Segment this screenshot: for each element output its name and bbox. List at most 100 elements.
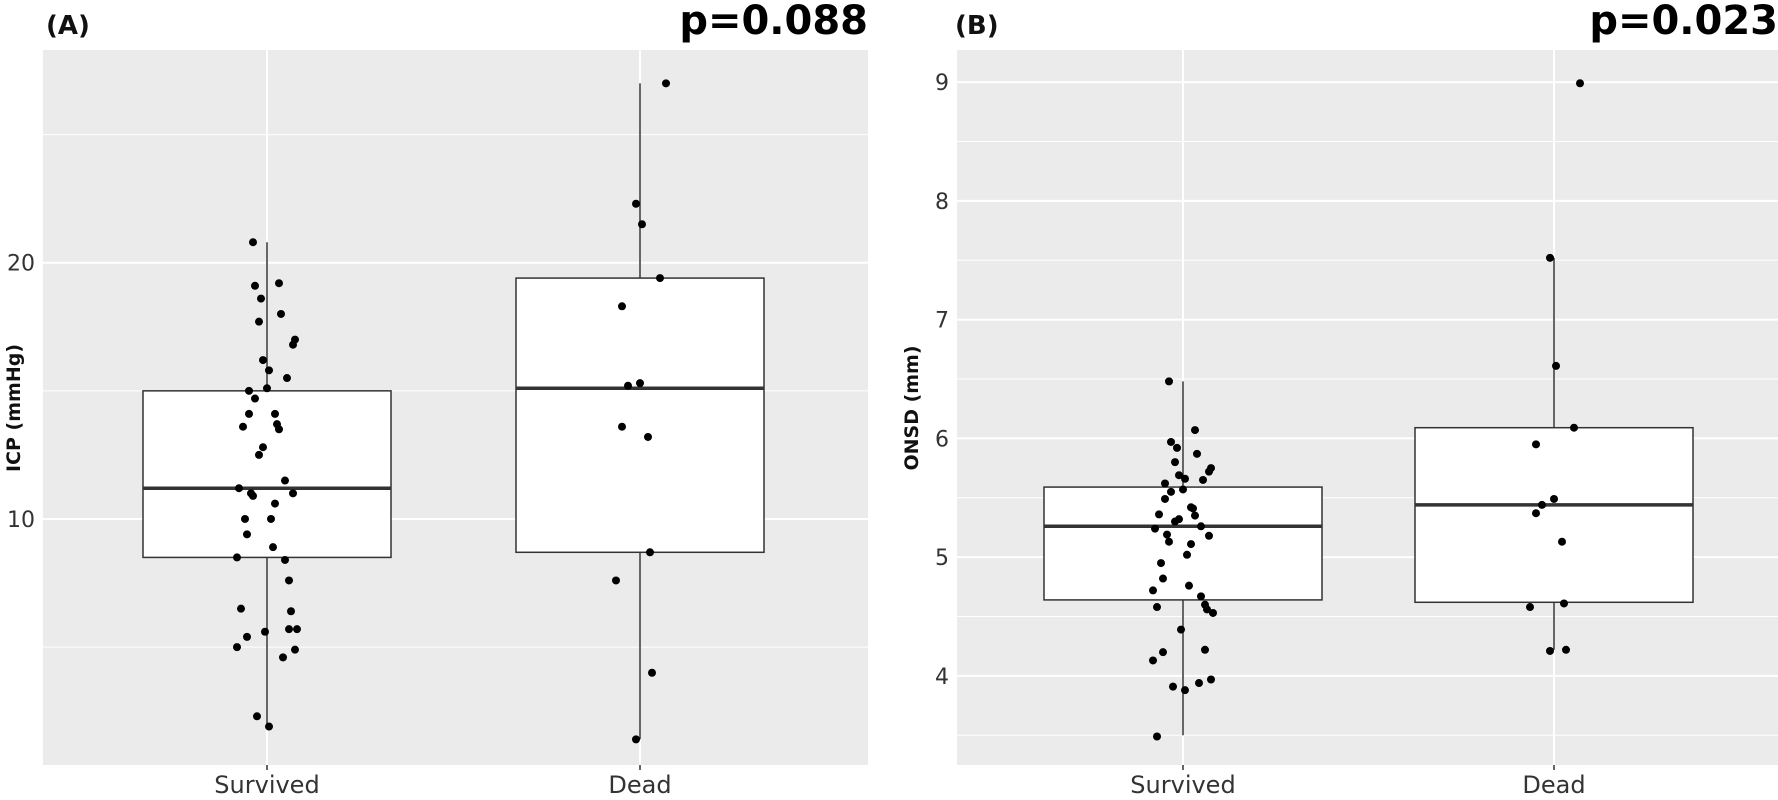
panel-b: (B) p=0.023 4 5 6 7 8 9 Survived Dead ONSD (mm): [901, 0, 1778, 799]
panel-a-data-point: [259, 443, 267, 452]
panel-b-data-point: [1552, 361, 1560, 370]
panel-b-data-point: [1179, 485, 1187, 494]
panel-a-data-point: [249, 491, 257, 500]
panel-a-data-point: [287, 607, 295, 616]
panel-a-x-tick-label: Survived: [214, 771, 319, 799]
panel-b-data-point: [1177, 625, 1185, 634]
panel-b-data-point: [1526, 603, 1534, 612]
panel-b-data-point: [1149, 586, 1157, 595]
panel-a-data-point: [275, 425, 283, 434]
panel-b-data-point: [1558, 537, 1566, 546]
panel-b-data-point: [1151, 524, 1159, 533]
panel-b-data-point: [1197, 592, 1205, 601]
panel-b-box: [1414, 426, 1694, 604]
panel-a-data-point: [251, 281, 259, 290]
panel-a-data-point: [255, 450, 263, 459]
panel-b-p-value: p=0.023: [1589, 0, 1778, 44]
panel-b-data-point: [1173, 443, 1181, 452]
panel-b-y-tick-label: 6: [935, 427, 949, 452]
panel-a-data-point: [249, 238, 257, 247]
panel-b-data-point: [1165, 377, 1173, 386]
panel-a-data-point: [656, 274, 664, 283]
panel-a-y-tick-label: 10: [7, 508, 35, 533]
panel-a-label: (A): [46, 11, 90, 41]
panel-a-data-point: [253, 712, 261, 721]
panel-b-data-point: [1191, 511, 1199, 520]
panel-b-y-axis-label: ONSD (mm): [901, 345, 923, 470]
panel-b-y-tick-label: 9: [935, 71, 949, 96]
panel-b-data-point: [1161, 479, 1169, 488]
panel-b-data-point: [1209, 608, 1217, 617]
panel-b-data-point: [1205, 531, 1213, 540]
panel-a-box: [142, 390, 392, 559]
panel-a-data-point: [233, 553, 241, 562]
panel-b-data-point: [1201, 645, 1209, 654]
panel-a-data-point: [612, 576, 620, 585]
panel-b-data-point: [1167, 487, 1175, 496]
panel-b-data-point: [1560, 599, 1568, 608]
panel-a-data-point: [259, 356, 267, 365]
panel-a-data-point: [281, 476, 289, 485]
panel-b-data-point: [1157, 559, 1165, 568]
panel-a-data-point: [618, 422, 626, 431]
panel-a-data-point: [251, 394, 259, 403]
panel-a-data-point: [265, 722, 273, 731]
panel-b-x-tick-label: Survived: [1130, 771, 1235, 799]
panel-b-data-point: [1183, 550, 1191, 559]
panel-a-data-point: [636, 379, 644, 388]
panel-b-y-tick-label: 7: [935, 309, 949, 334]
panel-a-data-point: [285, 625, 293, 634]
panel-b-data-point: [1165, 537, 1173, 546]
panel-a-data-point: [257, 294, 265, 303]
panel-a-data-point: [233, 643, 241, 652]
panel-a-box: [515, 277, 765, 554]
panel-b-data-point: [1181, 474, 1189, 483]
panel-b-data-point: [1159, 648, 1167, 657]
panel-b-data-point: [1538, 500, 1546, 509]
panel-a-data-point: [261, 627, 269, 636]
panel-b-data-point: [1532, 440, 1540, 449]
panel-b-data-point: [1203, 605, 1211, 614]
panel-b-plot-area: 4 5 6 7 8 9 Survived Dead: [935, 50, 1778, 799]
panel-a-data-point: [243, 530, 251, 539]
panel-a-data-point: [293, 625, 301, 634]
panel-a-data-point: [277, 309, 285, 318]
panel-a-data-point: [646, 548, 654, 557]
panel-b-plot-background: [957, 50, 1778, 765]
panel-a-data-point: [644, 432, 652, 441]
panel-a-data-point: [632, 199, 640, 208]
panel-b-x-tick-label: Dead: [1522, 771, 1585, 799]
panel-b-data-point: [1207, 675, 1215, 684]
panel-a-data-point: [618, 302, 626, 311]
panel-a-data-point: [239, 422, 247, 431]
panel-b-data-point: [1205, 467, 1213, 476]
panel-b-y-tick-label: 4: [935, 665, 949, 690]
panel-a-y-tick-label: 20: [7, 252, 35, 277]
panel-b-data-point: [1167, 437, 1175, 446]
panel-b-data-point: [1562, 645, 1570, 654]
panel-a-data-point: [255, 317, 263, 326]
panel-b-data-point: [1185, 581, 1193, 590]
panel-a-data-point: [291, 645, 299, 654]
panel-b-data-point: [1171, 458, 1179, 467]
panel-b-y-tick-label: 5: [935, 546, 949, 571]
panel-b-data-point: [1187, 540, 1195, 549]
panel-a-data-point: [281, 555, 289, 564]
panel-a-data-point: [289, 340, 297, 349]
panel-b-data-point: [1546, 253, 1554, 262]
panel-b-data-point: [1169, 682, 1177, 691]
panel-a-data-point: [638, 220, 646, 229]
panel-a-data-point: [235, 484, 243, 493]
panel-a-data-point: [275, 279, 283, 288]
panel-a-data-point: [267, 514, 275, 523]
panel-a-data-point: [271, 499, 279, 508]
panel-b-data-point: [1532, 509, 1540, 518]
panel-b-data-point: [1181, 686, 1189, 695]
panel-b-data-point: [1159, 574, 1167, 583]
panel-a-plot-area: 10 20 Survived Dead: [7, 50, 868, 799]
panel-b-data-point: [1189, 504, 1197, 513]
panel-a-data-point: [283, 374, 291, 383]
panel-a-data-point: [237, 604, 245, 613]
panel-b-data-point: [1153, 603, 1161, 612]
